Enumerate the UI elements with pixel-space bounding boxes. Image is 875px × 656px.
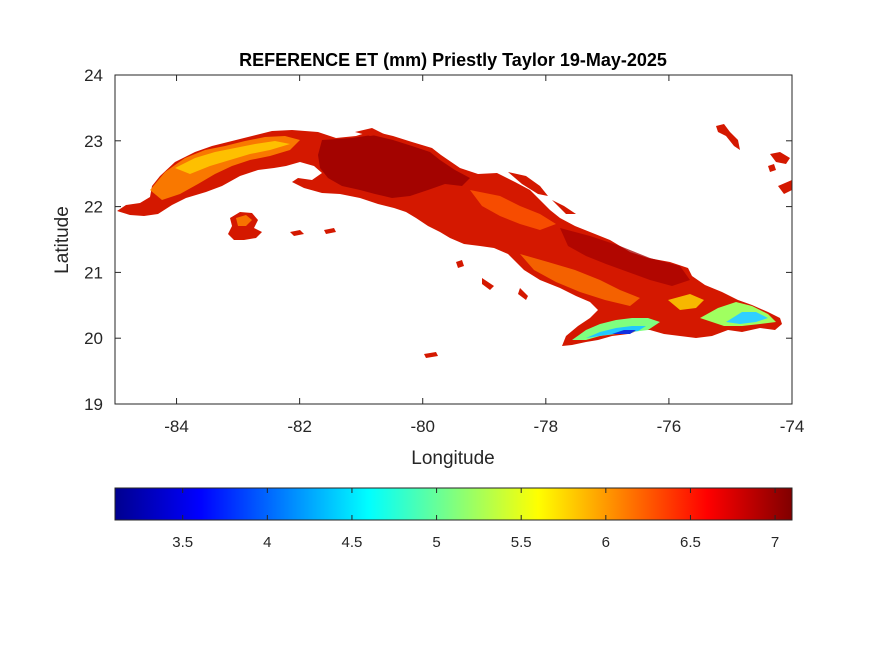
bahamas-fragment-2: [770, 152, 790, 164]
x-tick-label: -76: [657, 417, 682, 436]
y-tick-label: 24: [84, 66, 103, 85]
cay-south-6: [424, 352, 438, 358]
x-tick-label: -82: [287, 417, 312, 436]
cay-south-4: [482, 278, 494, 290]
colorbar-tick-label: 5: [432, 534, 440, 551]
colorbar-tick-label: 7: [771, 534, 779, 551]
colorbar-tick-label: 5.5: [511, 534, 532, 551]
y-tick-label: 22: [84, 198, 103, 217]
chart-title: REFERENCE ET (mm) Priestly Taylor 19-May…: [239, 50, 667, 70]
x-axis: -84 -82 -80 -78 -76 -74: [164, 75, 804, 436]
region-pinar: [150, 136, 300, 200]
cay-north-3: [552, 200, 576, 214]
cay-south-5: [518, 288, 528, 300]
y-tick-label: 19: [84, 395, 103, 414]
colorbar-gradient: [114, 487, 793, 521]
map-layer: [117, 124, 792, 358]
region-high-et-east: [560, 228, 690, 286]
bahamas-fragment-3: [778, 180, 792, 194]
x-tick-label: -74: [780, 417, 805, 436]
region-east-yellow: [668, 294, 704, 310]
x-axis-label: Longitude: [411, 448, 494, 469]
colorbar: 3.5 4 4.5 5 5.5 6 6.5 7: [114, 487, 793, 551]
region-sierra-maestra-blue: [612, 330, 636, 334]
region-pinar-yellow: [175, 141, 290, 174]
cay-north-2: [508, 172, 548, 196]
plot-area-frame: [114, 74, 793, 405]
x-tick-label: -84: [164, 417, 189, 436]
colorbar-tick-label: 4.5: [342, 534, 363, 551]
region-guantanamo-cyan: [726, 312, 768, 324]
y-tick-label: 21: [84, 263, 103, 282]
colorbar-tick-label: 6: [602, 534, 610, 551]
colorbar-ticks: 3.5 4 4.5 5 5.5 6 6.5 7: [172, 488, 779, 551]
cay-north-1: [355, 128, 384, 136]
region-central-orange: [470, 190, 556, 230]
cay-south-2: [324, 228, 336, 234]
x-tick-label: -78: [534, 417, 559, 436]
isla-juventud-core: [236, 215, 252, 226]
colorbar-tick-label: 3.5: [172, 534, 193, 551]
y-axis: 19 20 21 22 23 24: [84, 66, 792, 414]
region-sierra-maestra-cyan: [586, 326, 646, 338]
bahamas-fragment-1: [716, 124, 740, 150]
y-tick-label: 20: [84, 329, 103, 348]
bahamas-fragment-4: [768, 164, 776, 172]
colorbar-tick-label: 4: [263, 534, 271, 551]
y-tick-label: 23: [84, 132, 103, 151]
cay-south-1: [290, 230, 304, 236]
y-axis-label: Latitude: [52, 206, 73, 274]
region-high-et: [318, 135, 470, 198]
cay-south-3: [456, 260, 464, 268]
x-tick-label: -80: [410, 417, 435, 436]
colorbar-tick-label: 6.5: [680, 534, 701, 551]
region-camaguey-orange: [520, 254, 640, 306]
